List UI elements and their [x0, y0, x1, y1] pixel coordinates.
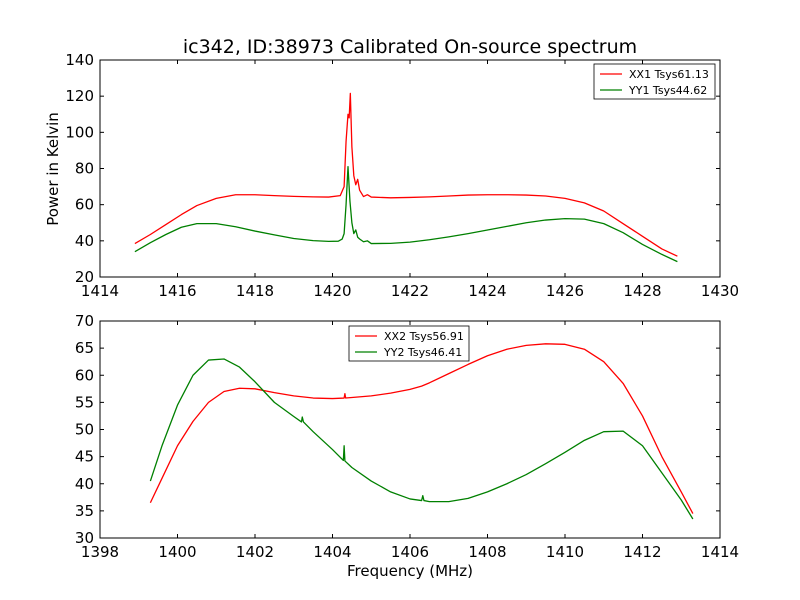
top-series-line-xx1	[134, 92, 678, 257]
top-x-tick-label: 1422	[391, 282, 429, 300]
bottom-y-tick-label: 30	[75, 529, 94, 547]
top-legend-box	[593, 63, 716, 100]
top-x-tick-label: 1426	[546, 282, 584, 300]
bottom-y-tick-label: 60	[75, 366, 94, 384]
top-x-tick-label: 1416	[158, 282, 196, 300]
bottom-y-tick-label: 45	[75, 448, 94, 466]
bottom-x-tick-label: 1404	[313, 543, 351, 561]
top-y-tick-label: 20	[75, 268, 94, 286]
top-y-axis-label: Power in Kelvin	[44, 112, 62, 226]
bottom-y-tick-label: 55	[75, 393, 94, 411]
bottom-x-tick-label: 1400	[158, 543, 196, 561]
bottom-legend-box	[348, 325, 470, 362]
bottom-y-tick-label: 40	[75, 475, 94, 493]
bottom-x-tick-label: 1410	[546, 543, 584, 561]
top-y-tick-label: 40	[75, 232, 94, 250]
top-x-tick-label: 1428	[623, 282, 661, 300]
bottom-legend-label-yy2: YY2 Tsys46.41	[383, 346, 462, 359]
top-subplot: ic342, ID:38973 Calibrated On-source spe…	[44, 36, 739, 300]
top-y-tick-label: 80	[75, 160, 94, 178]
top-plot-frame	[99, 59, 721, 278]
bottom-series-line-xx2	[149, 343, 694, 514]
top-x-tick-label: 1414	[81, 282, 119, 300]
top-y-tick-label: 60	[75, 196, 94, 214]
bottom-y-tick-label: 35	[75, 502, 94, 520]
bottom-x-tick-label: 1402	[236, 543, 274, 561]
top-y-tick-label: 120	[65, 87, 94, 105]
bottom-x-tick-label: 1408	[468, 543, 506, 561]
top-x-tick-label: 1418	[236, 282, 274, 300]
bottom-series-layer	[149, 343, 694, 520]
bottom-x-tick-label: 1406	[391, 543, 429, 561]
top-ticks-layer: 1414 1416 1418 1420 1422 1424 1426 1428 1430 20 40…	[65, 51, 739, 300]
top-legend-label-yy1: YY1 Tsys44.62	[628, 84, 707, 97]
top-x-tick-label: 1424	[468, 282, 506, 300]
bottom-ticks-layer: 1398 1400 1402 1404 1406 1408 1410 1412 1414 30 35…	[75, 312, 739, 561]
top-y-tick-label: 100	[65, 123, 94, 141]
top-x-tick-label: 1430	[701, 282, 739, 300]
bottom-plot-frame	[99, 320, 721, 539]
bottom-x-tick-label: 1412	[623, 543, 661, 561]
top-x-tick-label: 1420	[313, 282, 351, 300]
bottom-x-tick-label: 1414	[701, 543, 739, 561]
bottom-legend: XX2 Tsys56.91 YY2 Tsys46.41	[348, 325, 470, 362]
chart-title: ic342, ID:38973 Calibrated On-source spe…	[183, 36, 637, 58]
bottom-x-tick-label: 1398	[81, 543, 119, 561]
top-series-layer	[134, 92, 678, 263]
top-y-tick-label: 140	[65, 51, 94, 69]
bottom-y-tick-label: 65	[75, 339, 94, 357]
bottom-legend-label-xx2: XX2 Tsys56.91	[384, 330, 464, 343]
top-legend: XX1 Tsys61.13 YY1 Tsys44.62	[593, 63, 716, 100]
bottom-subplot: Frequency (MHz) 1398 1400 1402 1404 1406 1408…	[75, 312, 739, 580]
bottom-y-tick-label: 70	[75, 312, 94, 330]
bottom-y-tick-label: 50	[75, 421, 94, 439]
top-legend-label-xx1: XX1 Tsys61.13	[629, 68, 709, 81]
top-series-line-yy1	[134, 166, 678, 263]
bottom-series-line-yy2	[149, 358, 694, 520]
bottom-x-axis-label: Frequency (MHz)	[347, 562, 473, 580]
